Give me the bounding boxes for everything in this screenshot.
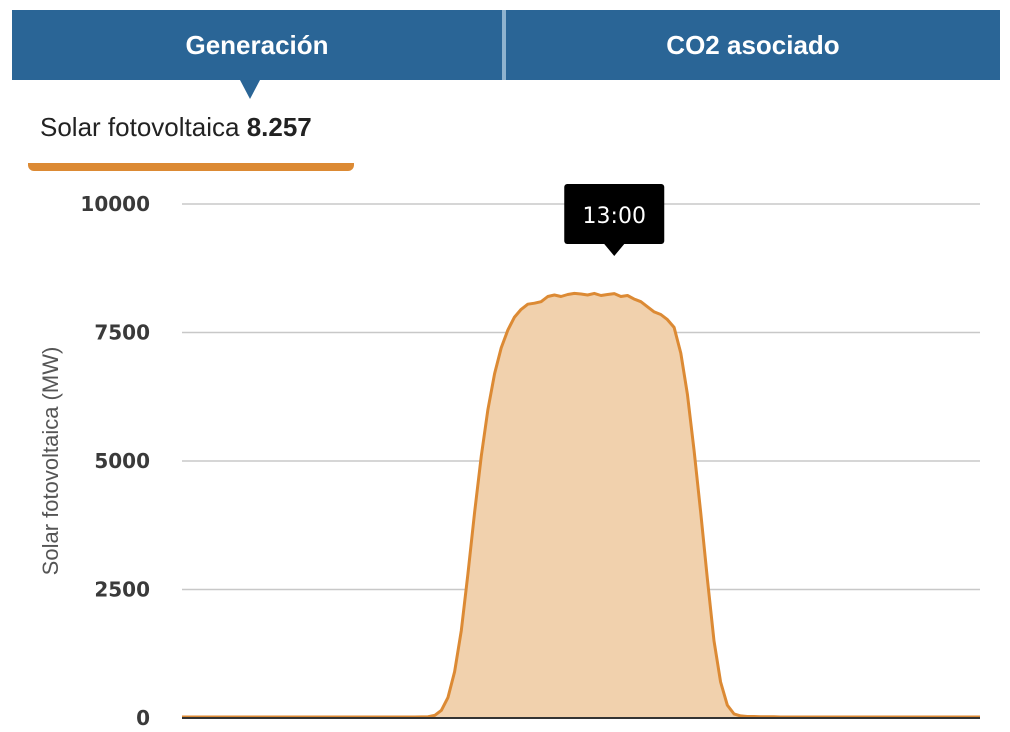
selected-series-label: Solar fotovoltaica: [40, 112, 240, 142]
tooltip-label: 13:00: [583, 204, 646, 229]
y-tick-label: 7500: [94, 321, 150, 345]
selected-series-underline: [28, 163, 354, 171]
tab-co2-asociado[interactable]: CO2 asociado: [506, 10, 1000, 80]
tooltip-pointer-icon: [604, 244, 625, 256]
tab-generacion-label: Generación: [185, 29, 329, 60]
tab-co2-asociado-label: CO2 asociado: [666, 29, 840, 60]
selected-series-readout: Solar fotovoltaica 8.257: [40, 112, 312, 143]
y-axis-label: Solar fotovoltaica (MW): [38, 347, 63, 576]
tab-divider: [502, 10, 506, 80]
tooltip-box: [564, 184, 665, 244]
y-tick-label: 5000: [94, 449, 150, 473]
y-axis-ticks: 0 2500 5000 7500 10000: [80, 192, 150, 730]
hover-tooltip: 13:00: [564, 184, 665, 256]
y-tick-label: 10000: [80, 192, 150, 216]
tab-generacion[interactable]: Generación: [12, 10, 502, 80]
y-tick-label: 0: [136, 706, 150, 730]
solar-area-line: [182, 291, 980, 719]
solar-area-fill: [182, 293, 980, 718]
selected-series-value: 8.257: [246, 112, 312, 142]
tab-bar: Generación CO2 asociado: [12, 10, 1000, 80]
active-tab-pointer-icon: [240, 80, 260, 99]
y-tick-label: 2500: [94, 578, 150, 602]
